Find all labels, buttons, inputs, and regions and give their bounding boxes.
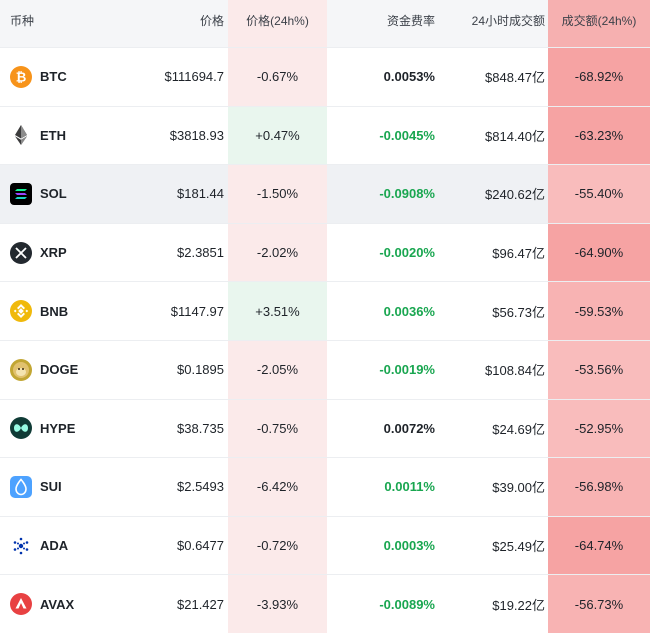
table-row[interactable]: SOL $181.44 -1.50% -0.0908% $240.62亿 -55… xyxy=(0,164,650,223)
coin-symbol: ETH xyxy=(40,127,66,143)
volume-change-value: -59.53% xyxy=(548,282,650,340)
coin-symbol: AVAX xyxy=(40,596,75,612)
header-volume[interactable]: 24小时成交额 xyxy=(471,14,545,28)
price-change-value: -3.93% xyxy=(228,575,327,633)
cardano-icon xyxy=(10,535,32,557)
price-value: $38.735 xyxy=(177,420,224,436)
volume-value: $814.40亿 xyxy=(485,128,545,144)
table-row[interactable]: HYPE $38.735 -0.75% 0.0072% $24.69亿 -52.… xyxy=(0,398,650,458)
coin-cell: BNB xyxy=(10,282,140,340)
coin-cell: SUI xyxy=(10,458,140,516)
header-coin[interactable]: 币种 xyxy=(10,14,35,28)
funding-rate-value: 0.0072% xyxy=(383,420,435,436)
avalanche-icon xyxy=(10,593,32,616)
funding-rate-value: -0.0908% xyxy=(379,186,435,202)
funding-rate-value: 0.0011% xyxy=(384,479,435,495)
table-row[interactable]: XRP $2.3851 -2.02% -0.0020% $96.47亿 -64.… xyxy=(0,222,650,282)
coin-cell: ETH xyxy=(10,107,140,165)
price-change-value: +3.51% xyxy=(228,282,327,340)
funding-rate-value: 0.0053% xyxy=(383,69,435,85)
table-row[interactable]: AVAX $21.427 -3.93% -0.0089% $19.22亿 -56… xyxy=(0,574,650,633)
table-row[interactable]: ADA $0.6477 -0.72% 0.0003% $25.49亿 -64.7… xyxy=(0,515,650,575)
price-value: $181.44 xyxy=(177,186,224,202)
volume-change-value: -52.95% xyxy=(548,399,650,458)
volume-value: $56.73亿 xyxy=(492,304,545,320)
coin-symbol: SOL xyxy=(40,186,67,202)
funding-rate-value: -0.0089% xyxy=(379,596,435,612)
coin-symbol: BTC xyxy=(40,69,67,85)
coin-cell: HYPE xyxy=(10,400,140,458)
header-volume-change[interactable]: 成交额(24h%) xyxy=(548,0,650,47)
volume-change-value: -64.74% xyxy=(548,516,650,575)
table-row[interactable]: BNB $1147.97 +3.51% 0.0036% $56.73亿 -59.… xyxy=(0,281,650,340)
funding-rate-value: 0.0036% xyxy=(383,303,435,319)
volume-change-value: -53.56% xyxy=(548,340,650,399)
volume-change-value: -63.23% xyxy=(548,106,650,165)
bitcoin-icon: ₿ xyxy=(10,65,32,88)
header-price[interactable]: 价格 xyxy=(199,14,224,28)
table-header: 币种 价格 价格(24h%) 资金费率 24小时成交额 成交额(24h%) xyxy=(0,0,650,47)
volume-value: $19.22亿 xyxy=(492,597,545,613)
coin-cell: AVAX xyxy=(10,575,140,633)
coin-symbol: SUI xyxy=(40,479,62,495)
ethereum-icon xyxy=(10,124,32,146)
price-change-value: -0.72% xyxy=(228,516,327,575)
price-change-value: -0.75% xyxy=(228,399,327,458)
table-row[interactable]: SUI $2.5493 -6.42% 0.0011% $39.00亿 -56.9… xyxy=(0,457,650,516)
coin-cell: DOGE xyxy=(10,341,140,399)
table-row[interactable]: DOGE $0.1895 -2.05% -0.0019% $108.84亿 -5… xyxy=(0,339,650,399)
price-change-value: +0.47% xyxy=(228,106,327,165)
solana-icon xyxy=(10,182,32,205)
volume-change-value: -56.98% xyxy=(548,458,650,516)
price-value: $0.1895 xyxy=(177,362,224,378)
sui-icon xyxy=(10,475,32,498)
funding-rate-value: -0.0019% xyxy=(379,362,435,378)
price-change-value: -0.67% xyxy=(228,48,327,106)
price-change-value: -6.42% xyxy=(228,458,327,516)
funding-rate-value: 0.0003% xyxy=(383,538,435,554)
price-value: $1147.97 xyxy=(170,303,224,319)
volume-value: $25.49亿 xyxy=(492,539,545,555)
xrp-icon xyxy=(10,241,32,264)
price-change-value: -2.05% xyxy=(228,340,327,399)
volume-value: $240.62亿 xyxy=(485,187,545,203)
price-change-value: -2.02% xyxy=(228,223,327,282)
coin-symbol: ADA xyxy=(40,538,69,554)
bnb-icon xyxy=(10,300,32,323)
price-value: $0.6477 xyxy=(177,538,224,554)
volume-value: $96.47亿 xyxy=(492,246,545,262)
header-funding-rate[interactable]: 资金费率 xyxy=(386,14,435,28)
price-value: $111694.7 xyxy=(164,69,224,85)
coin-cell: ₿ BTC xyxy=(10,48,140,106)
volume-value: $108.84亿 xyxy=(485,363,545,379)
header-price-change[interactable]: 价格(24h%) xyxy=(228,0,327,47)
coin-symbol: XRP xyxy=(40,245,67,261)
funding-rate-value: -0.0020% xyxy=(379,245,435,261)
coin-symbol: DOGE xyxy=(40,362,79,378)
coin-symbol: BNB xyxy=(40,303,69,319)
coin-cell: XRP xyxy=(10,224,140,282)
doge-icon xyxy=(10,358,32,381)
price-change-value: -1.50% xyxy=(228,165,327,223)
volume-value: $24.69亿 xyxy=(492,421,545,437)
volume-change-value: -64.90% xyxy=(548,223,650,282)
coin-cell: ADA xyxy=(10,517,140,575)
volume-change-value: -55.40% xyxy=(548,165,650,223)
price-value: $2.5493 xyxy=(177,479,224,495)
volume-value: $39.00亿 xyxy=(492,480,545,496)
coin-cell: SOL xyxy=(10,165,140,223)
svg-text:₿: ₿ xyxy=(16,69,27,84)
price-value: $2.3851 xyxy=(177,245,224,261)
table-row[interactable]: ₿ BTC $111694.7 -0.67% 0.0053% $848.47亿 … xyxy=(0,47,650,106)
coin-symbol: HYPE xyxy=(40,420,76,436)
funding-rate-value: -0.0045% xyxy=(379,127,435,143)
volume-change-value: -56.73% xyxy=(548,575,650,633)
price-value: $3818.93 xyxy=(169,127,224,143)
volume-value: $848.47亿 xyxy=(485,70,545,86)
table-row[interactable]: ETH $3818.93 +0.47% -0.0045% $814.40亿 -6… xyxy=(0,105,650,165)
hype-icon xyxy=(10,417,32,440)
volume-change-value: -68.92% xyxy=(548,48,650,106)
price-value: $21.427 xyxy=(177,596,224,612)
